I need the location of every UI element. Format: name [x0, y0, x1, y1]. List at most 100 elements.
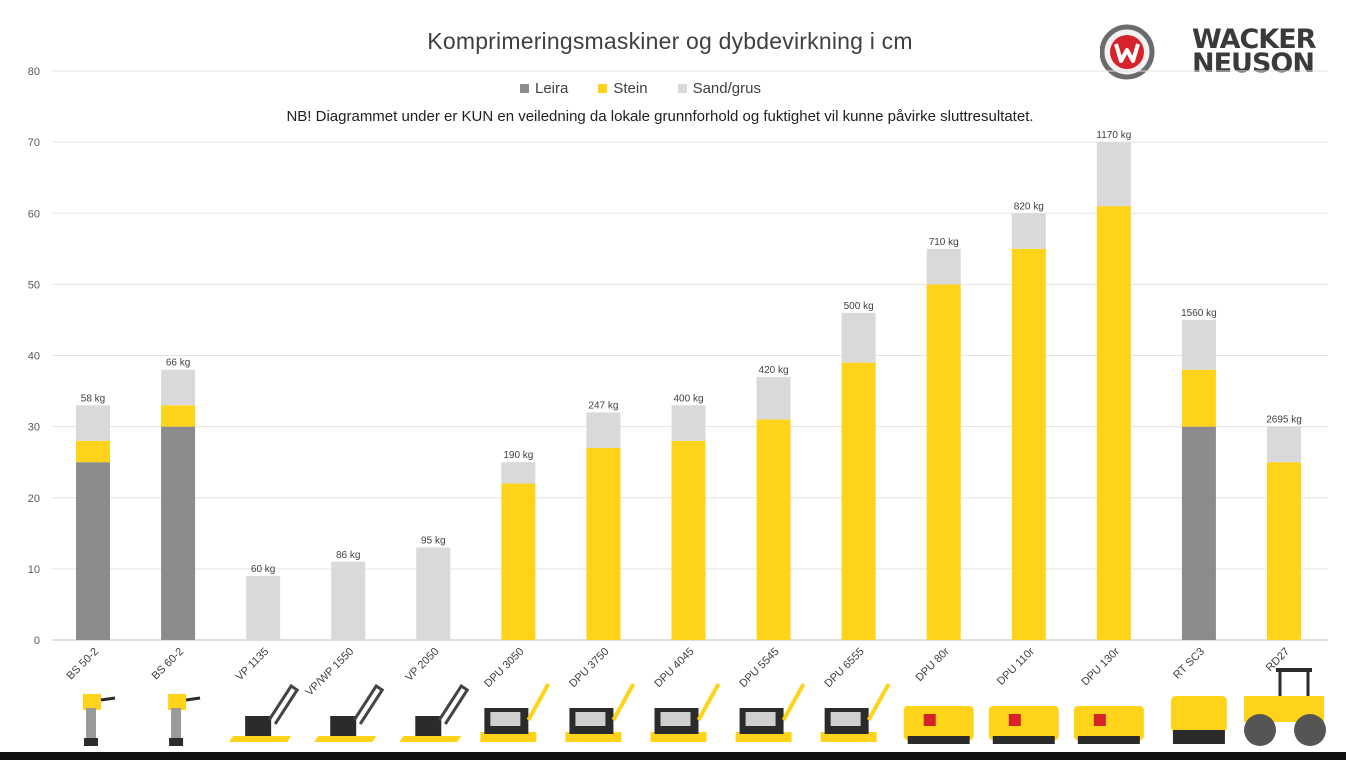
chart-title: Komprimeringsmaskiner og dybdevirkning i…	[427, 28, 913, 54]
bar-segment-stein-1	[161, 405, 196, 427]
bar-segment-stein-5	[501, 483, 536, 640]
bottom-border	[0, 752, 1346, 760]
x-tick-label-0: BS 50-2	[65, 646, 102, 683]
weight-label-14: 2695 kg	[1266, 415, 1302, 426]
bar-segment-stein-6	[586, 447, 621, 640]
weight-label-0: 58 kg	[81, 393, 105, 404]
remote-reversible-plate-icon-10	[903, 706, 974, 744]
y-tick-label-20: 20	[28, 493, 40, 505]
x-tick-label-2: VP 1135	[234, 646, 272, 684]
bar-segment-stein-13	[1181, 369, 1216, 427]
plate-compactor-icon-3	[314, 683, 385, 742]
plate-compactor-icon-2	[229, 683, 300, 742]
plate-compactor-icon-4	[399, 683, 470, 742]
bar-segment-stein-14	[1267, 462, 1301, 640]
reversible-plate-icon-7	[650, 683, 721, 742]
legend: Leira Stein Sand/grus	[520, 78, 761, 98]
bar-segment-sand-grus-6	[586, 412, 621, 448]
tandem-roller-icon-14	[1244, 668, 1326, 746]
x-tick-label-5: DPU 3050	[482, 646, 526, 690]
reversible-plate-icon-9	[820, 683, 891, 742]
weight-label-1: 66 kg	[166, 358, 190, 369]
y-tick-label-30: 30	[28, 422, 40, 434]
reversible-plate-icon-8	[735, 683, 806, 742]
bar-segment-sand-grus-2	[246, 575, 281, 640]
weight-label-11: 820 kg	[1014, 201, 1044, 212]
y-tick-label-0: 0	[34, 635, 40, 647]
wacker-neuson-w-icon	[1100, 24, 1155, 80]
bar-segment-sand-grus-9	[841, 312, 876, 363]
bar-segment-sand-grus-14	[1267, 426, 1301, 463]
bar-segment-sand-grus-1	[161, 369, 196, 406]
bar-segment-stein-10	[926, 284, 961, 640]
bar-segment-stein-8	[756, 419, 791, 640]
weight-label-13: 1560 kg	[1181, 308, 1217, 319]
x-tick-label-10: DPU 80r	[914, 645, 953, 684]
x-tick-label-13: RT SC3	[1171, 646, 1207, 682]
bar-segment-stein-0	[76, 440, 110, 463]
chart-subtitle-note: NB! Diagrammet under er KUN en veilednin…	[286, 108, 1034, 125]
bar-segment-sand-grus-3	[331, 561, 366, 640]
remote-reversible-plate-icon-11	[988, 706, 1059, 744]
y-tick-label-70: 70	[28, 137, 40, 149]
bar-segment-sand-grus-13	[1181, 319, 1216, 370]
x-tick-label-3: VP/WP 1550	[303, 646, 356, 699]
trench-roller-icon-13	[1170, 696, 1227, 744]
bar-segment-stein-11	[1011, 248, 1046, 640]
weight-label-8: 420 kg	[759, 365, 789, 376]
bar-segment-sand-grus-7	[671, 405, 706, 441]
bar-segment-sand-grus-12	[1096, 142, 1131, 207]
bar-segment-leira-1	[161, 426, 196, 640]
bar-segment-sand-grus-5	[501, 462, 536, 484]
legend-label-sand-grus: Sand/grus	[692, 79, 761, 97]
legend-item-stein: Stein	[598, 79, 648, 97]
y-tick-label-80: 80	[28, 66, 40, 78]
bar-segment-sand-grus-11	[1011, 213, 1046, 249]
bar-segment-sand-grus-0	[76, 405, 110, 441]
legend-item-sand-grus: Sand/grus	[677, 79, 761, 97]
weight-label-9: 500 kg	[844, 301, 874, 312]
brand-wordmark: WACKER NEUSON	[1192, 24, 1342, 79]
x-tick-label-7: DPU 4045	[652, 646, 696, 690]
y-tick-label-40: 40	[28, 351, 40, 363]
x-tick-label-6: DPU 3750	[567, 646, 611, 690]
legend-item-leira: Leira	[520, 80, 568, 97]
x-tick-label-9: DPU 6555	[822, 646, 866, 690]
rammer-icon-0	[83, 694, 116, 746]
weight-label-3: 86 kg	[336, 550, 360, 561]
y-tick-label-60: 60	[28, 208, 40, 220]
weight-label-7: 400 kg	[673, 393, 703, 404]
legend-swatch-leira	[520, 83, 529, 93]
bar-segment-sand-grus-10	[926, 248, 961, 285]
brand-name-line2: NEUSON	[1192, 48, 1315, 79]
weight-label-10: 710 kg	[929, 237, 959, 248]
bar-segment-leira-13	[1181, 426, 1216, 640]
bar-segment-leira-0	[76, 462, 110, 640]
x-tick-label-1: BS 60-2	[150, 646, 187, 683]
brand-name-line1: WACKER	[1192, 24, 1316, 55]
y-tick-label-10: 10	[28, 564, 40, 576]
legend-label-leira: Leira	[535, 79, 569, 97]
bar-segment-stein-7	[671, 440, 706, 640]
weight-label-12: 1170 kg	[1096, 130, 1131, 141]
legend-swatch-stein	[598, 83, 608, 93]
weight-label-5: 190 kg	[503, 450, 533, 461]
top-border	[0, 0, 1346, 6]
weight-label-2: 60 kg	[251, 564, 275, 575]
weight-label-4: 95 kg	[421, 536, 445, 547]
weight-label-6: 247 kg	[588, 400, 618, 411]
legend-swatch-sand-grus	[677, 83, 687, 93]
bar-segment-stein-9	[841, 362, 876, 640]
x-tick-label-4: VP 2050	[403, 646, 441, 684]
legend-label-stein: Stein	[613, 79, 648, 97]
x-tick-label-12: DPU 130r	[1079, 645, 1122, 688]
bar-segment-sand-grus-8	[756, 376, 791, 420]
x-tick-label-11: DPU 110r	[995, 645, 1037, 687]
x-tick-label-8: DPU 5545	[737, 646, 781, 690]
bar-segment-stein-12	[1096, 206, 1131, 640]
y-tick-label-50: 50	[28, 279, 40, 291]
reversible-plate-icon-5	[480, 683, 551, 742]
rammer-icon-1	[168, 694, 201, 746]
remote-reversible-plate-icon-12	[1073, 706, 1144, 744]
